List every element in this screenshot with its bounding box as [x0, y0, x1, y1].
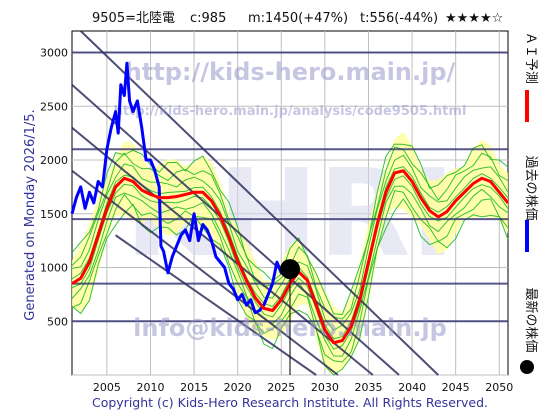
legend-latest-marker	[520, 360, 534, 374]
y-tick-label-5: 3000	[40, 47, 68, 60]
header-code: 9505=北陸電	[92, 10, 175, 26]
header-target: t:556(-44%)	[360, 11, 438, 26]
channel-line-1	[71, 84, 400, 376]
y-tick-label-1: 1000	[40, 262, 68, 275]
axis-ticks: 2005 2010 2015 2020 2025 2030 2035 2040 2045 2050…	[40, 47, 513, 395]
watermark-analysis: http://kids-hero.main.jp/analysis/code95…	[114, 104, 467, 119]
x-tick-label-5: 2030	[311, 381, 339, 394]
x-tick-label-3: 2020	[224, 381, 252, 394]
y-tick-label-3: 2000	[40, 154, 68, 167]
x-tick-label-7: 2040	[398, 381, 426, 394]
price-line	[70, 61, 291, 315]
x-tick-label-0: 2005	[93, 381, 121, 394]
header-current: c:985	[190, 11, 226, 26]
y-tick-label-2: 1500	[40, 208, 68, 221]
grid-lines	[72, 31, 508, 376]
x-tick-label-4: 2025	[267, 381, 295, 394]
legend-past-swatch	[525, 220, 529, 252]
legend: ＡＩ予測 過去の株価 最新の株価	[520, 32, 539, 374]
y-tick-label-0: 500	[47, 315, 68, 328]
legend-ai-swatch	[525, 90, 529, 122]
x-tick-label-1: 2010	[136, 381, 164, 394]
x-tick-label-9: 2050	[485, 381, 513, 394]
watermark-url: http://kids-hero.main.jp/	[125, 58, 456, 86]
legend-past-label: 過去の株価	[523, 155, 538, 220]
latest-marker	[280, 259, 300, 375]
copyright: Copyright (c) Kids-Hero Research Institu…	[92, 395, 488, 410]
generated-date: Generated on Monday 2026/1/5.	[23, 109, 38, 320]
channel-line-0	[80, 30, 439, 376]
channel-lines	[71, 30, 439, 376]
channel-line-4	[115, 234, 317, 376]
header-mid: m:1450(+47%)	[248, 11, 348, 26]
x-tick-label-6: 2035	[354, 381, 382, 394]
latest-point	[280, 259, 300, 280]
x-tick-label-8: 2045	[442, 381, 470, 394]
legend-latest-label: 最新の株価	[523, 287, 539, 352]
channel-line-3	[71, 169, 339, 376]
band-fill	[72, 132, 508, 375]
channel-line-2	[71, 126, 374, 376]
x-tick-label-2: 2015	[180, 381, 208, 394]
header-stars: ★★★★☆	[445, 11, 503, 26]
legend-ai-label: ＡＩ予測	[523, 32, 538, 84]
y-tick-label-4: 2500	[40, 100, 68, 113]
